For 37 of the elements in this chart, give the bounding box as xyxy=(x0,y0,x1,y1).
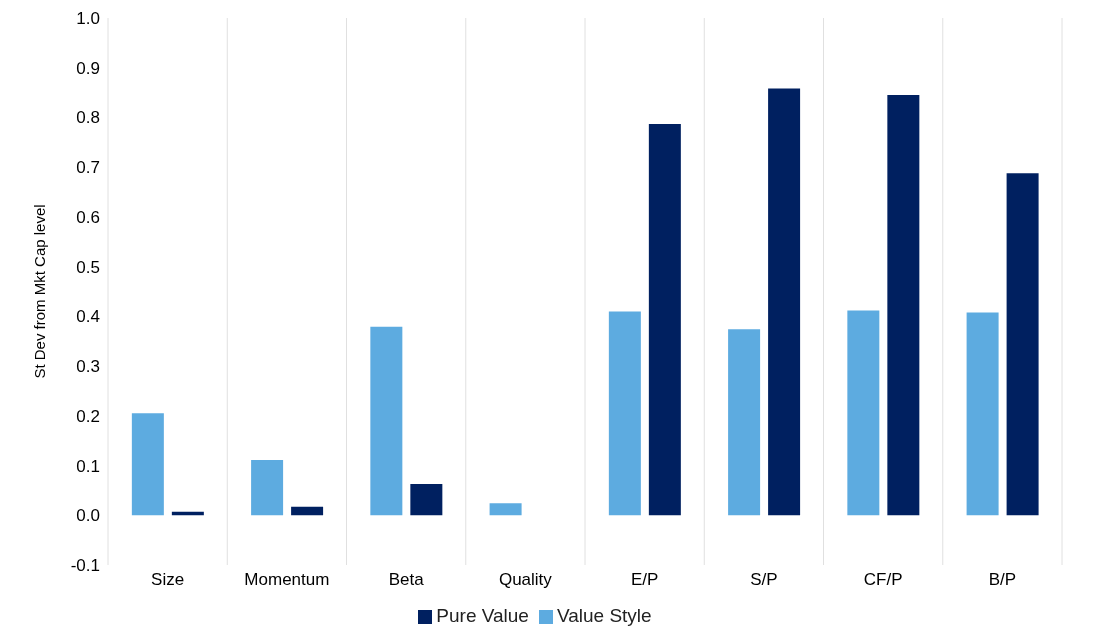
y-tick-label: 0.6 xyxy=(76,207,100,227)
bar xyxy=(887,95,920,516)
y-tick-label: 0.9 xyxy=(76,58,100,78)
y-tick-label: 1.0 xyxy=(76,9,100,29)
x-tick-label: S/P xyxy=(750,570,778,590)
bar xyxy=(410,483,443,516)
bar xyxy=(1006,173,1039,516)
legend-label: Value Style xyxy=(556,605,652,626)
bar xyxy=(728,329,761,516)
y-tick-label: 0.7 xyxy=(76,158,100,178)
x-tick-label: Quality xyxy=(498,570,553,590)
x-tick-label: B/P xyxy=(988,570,1017,590)
y-tick-label: 0.2 xyxy=(76,406,100,426)
bar xyxy=(291,506,324,516)
y-tick-label: 0.1 xyxy=(76,456,100,476)
y-tick-label: 0.4 xyxy=(76,307,100,327)
y-tick-label: -0.1 xyxy=(70,556,100,576)
bar xyxy=(608,311,641,516)
x-tick-label: Size xyxy=(151,570,185,590)
bar xyxy=(251,460,284,516)
bar xyxy=(768,88,801,516)
bar xyxy=(847,310,880,516)
legend-label: Pure Value xyxy=(436,605,529,626)
x-tick-label: Beta xyxy=(388,570,425,590)
bar xyxy=(648,123,681,516)
x-tick-label: CF/P xyxy=(863,570,903,590)
y-tick-label: 0.3 xyxy=(76,357,100,377)
y-axis-title: St Dev from Mkt Cap level xyxy=(31,204,49,379)
x-tick-label: Momentum xyxy=(244,570,330,590)
bar xyxy=(489,503,522,516)
y-tick-label: 0.8 xyxy=(76,108,100,128)
y-tick-label: 0.5 xyxy=(76,257,100,277)
x-tick-label: E/P xyxy=(630,570,659,590)
bar xyxy=(966,312,999,516)
bar xyxy=(370,326,403,516)
bar xyxy=(131,413,164,516)
y-tick-label: 0.0 xyxy=(76,506,100,526)
